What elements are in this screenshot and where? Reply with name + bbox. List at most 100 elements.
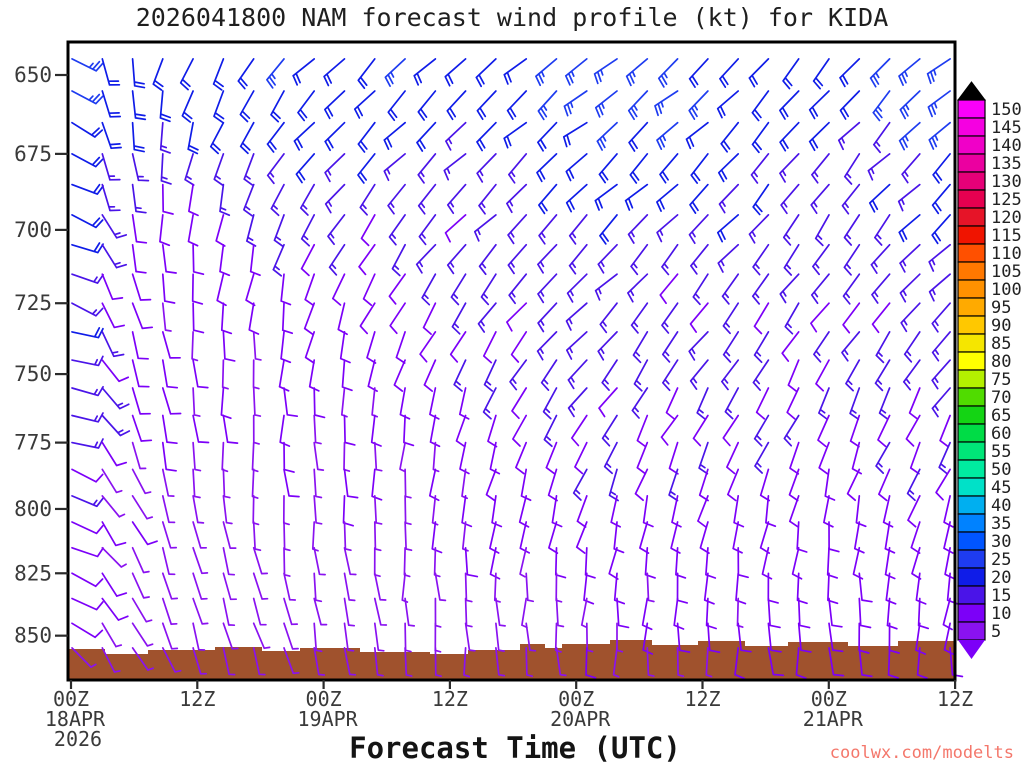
y-tick-label: 650 (14, 63, 52, 87)
wind-barb (192, 414, 210, 444)
wind-barb (612, 647, 620, 678)
wind-barb (215, 214, 226, 247)
wind-barb (656, 214, 679, 243)
wind-barb (450, 273, 467, 306)
wind-barb (782, 58, 800, 90)
wind-barb (300, 214, 316, 247)
wind-barb (852, 546, 864, 580)
wind-barb (252, 647, 266, 676)
wind-barb (705, 647, 713, 678)
wind-barb (722, 302, 740, 335)
wind-barb (898, 58, 921, 86)
wind-barb (662, 359, 679, 392)
wind-barb (927, 90, 951, 118)
wind-barb (845, 359, 861, 392)
wind-barb (391, 243, 406, 277)
wind-barb (252, 495, 260, 526)
wind-barb (537, 243, 558, 274)
wind-barb (671, 495, 682, 528)
wind-barb (718, 183, 740, 214)
wind-barb (779, 121, 800, 152)
wind-barb (703, 572, 715, 605)
wind-barb (673, 597, 685, 630)
wind-barb (689, 183, 709, 214)
wind-barb (71, 153, 104, 168)
colorbar-tick-label: 90 (991, 316, 1011, 336)
wind-barb (928, 273, 951, 302)
wind-barb (387, 90, 406, 122)
terrain-layer (68, 640, 955, 679)
colorbar-tick-label: 35 (991, 514, 1011, 534)
wind-barb (810, 183, 830, 215)
wind-barb (869, 58, 891, 88)
wind-barb (313, 387, 326, 419)
wind-barb (192, 521, 208, 549)
wind-barb (327, 214, 346, 246)
wind-barb (458, 387, 470, 420)
wind-barb (717, 243, 740, 273)
x-tick-year-label: 2026 (54, 727, 102, 751)
wind-barb (568, 243, 588, 275)
wind-barb (482, 331, 497, 364)
wind-barb (495, 622, 505, 652)
wind-barb (446, 90, 467, 121)
wind-barb (252, 414, 260, 445)
wind-barb (720, 121, 740, 153)
colorbar-tick-label: 10 (991, 604, 1011, 624)
wind-barb (646, 572, 655, 603)
wind-barb (429, 414, 441, 448)
wind-barb (943, 521, 954, 554)
wind-barb (404, 521, 413, 552)
wind-barb (71, 412, 104, 423)
wind-barb (373, 441, 383, 472)
wind-barb (461, 468, 469, 500)
wind-barb (161, 331, 181, 359)
wind-barb (489, 521, 500, 554)
wind-barb (476, 121, 497, 152)
wind-barb (222, 521, 237, 549)
wind-barb (507, 243, 528, 275)
wind-barb (599, 214, 618, 245)
wind-barb (283, 622, 299, 650)
wind-barb (567, 359, 588, 390)
wind-barb (432, 441, 440, 473)
wind-barb (737, 546, 749, 579)
colorbar-tick-label: 80 (991, 352, 1011, 372)
y-tick-label: 825 (14, 561, 52, 585)
wind-barb (480, 273, 497, 306)
wind-barb (610, 495, 621, 528)
wind-barb (594, 183, 618, 211)
wind-barb (161, 414, 178, 445)
wind-barb (221, 441, 229, 473)
colorbar-tick-label: 70 (991, 388, 1011, 408)
wind-barb (878, 468, 891, 502)
wind-barb (846, 468, 861, 502)
wind-barb (555, 597, 565, 628)
wind-barb (810, 302, 830, 333)
wind-barb (304, 273, 316, 307)
wind-barb-layer (71, 58, 964, 680)
wind-barb (359, 302, 376, 335)
wind-barb (875, 441, 891, 474)
wind-barb (563, 90, 588, 117)
colorbar-tick-label: 120 (991, 208, 1022, 228)
wind-barb (905, 414, 921, 447)
wind-barb (688, 214, 709, 245)
wind-barb (761, 546, 773, 580)
watermark-link[interactable]: coolwx.com/modelts (829, 743, 1014, 763)
wind-barb (656, 183, 679, 212)
wind-barb (282, 495, 290, 526)
wind-barb (71, 273, 104, 284)
wind-barb (71, 572, 104, 588)
wind-barb (245, 214, 257, 247)
wind-barb (101, 468, 123, 494)
wind-barb (564, 58, 588, 86)
wind-barb (506, 90, 528, 120)
wind-barb (818, 441, 830, 475)
wind-barb (131, 597, 153, 623)
wind-barb (636, 441, 649, 475)
wind-barb (795, 647, 807, 680)
wind-barb (343, 521, 352, 552)
wind-barb (507, 214, 528, 245)
